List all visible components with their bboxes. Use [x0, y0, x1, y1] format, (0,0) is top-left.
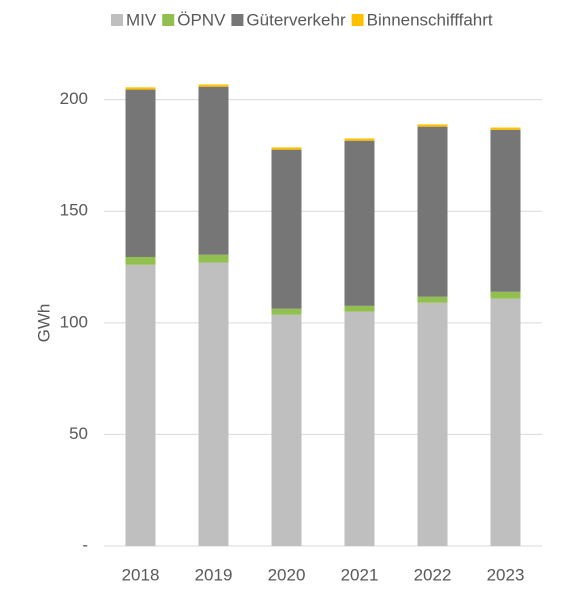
legend-swatch [162, 14, 175, 26]
bar-segment [198, 86, 229, 255]
legend-swatch [231, 14, 244, 26]
bar-segment [490, 291, 521, 299]
legend-label: Binnenschifffahrt [367, 10, 493, 29]
y-axis-label: GWh [34, 304, 53, 343]
bar-segment [271, 314, 302, 546]
x-tick-label: 2020 [268, 565, 306, 584]
bar-segment [344, 138, 375, 141]
bar-segment [490, 129, 521, 292]
bar-segment [125, 87, 156, 90]
legend-label: Güterverkehr [246, 10, 346, 29]
bar-segment [344, 140, 375, 306]
x-tick-label: 2023 [487, 565, 525, 584]
bar-segment [417, 296, 448, 303]
bar-segment [198, 262, 229, 546]
x-tick-label: 2019 [195, 565, 233, 584]
bar-segment [125, 256, 156, 265]
legend-label: ÖPNV [177, 10, 226, 29]
y-tick-label: - [82, 535, 88, 554]
bar-segment [198, 84, 229, 87]
y-tick-label: 150 [60, 201, 88, 220]
bar-segment [271, 149, 302, 309]
bar-segment [344, 311, 375, 546]
x-tick-label: 2022 [414, 565, 452, 584]
bar-segment [344, 305, 375, 312]
y-tick-label: 100 [60, 312, 88, 331]
bar-segment [417, 124, 448, 127]
legend-label: MIV [126, 10, 157, 29]
bar-segment [417, 302, 448, 546]
bar-segment [490, 127, 521, 130]
bar-segment [198, 254, 229, 263]
y-tick-label: 50 [69, 424, 88, 443]
bar-segment [125, 89, 156, 257]
bar-segment [271, 147, 302, 150]
y-tick-label: 200 [60, 89, 88, 108]
x-tick-label: 2018 [122, 565, 160, 584]
legend-swatch [351, 14, 364, 26]
legend-swatch [111, 14, 123, 26]
x-tick-label: 2021 [341, 565, 379, 584]
bar-segment [271, 308, 302, 315]
bar-segment [125, 264, 156, 546]
bar-segment [490, 298, 521, 546]
bar-segment [417, 126, 448, 297]
